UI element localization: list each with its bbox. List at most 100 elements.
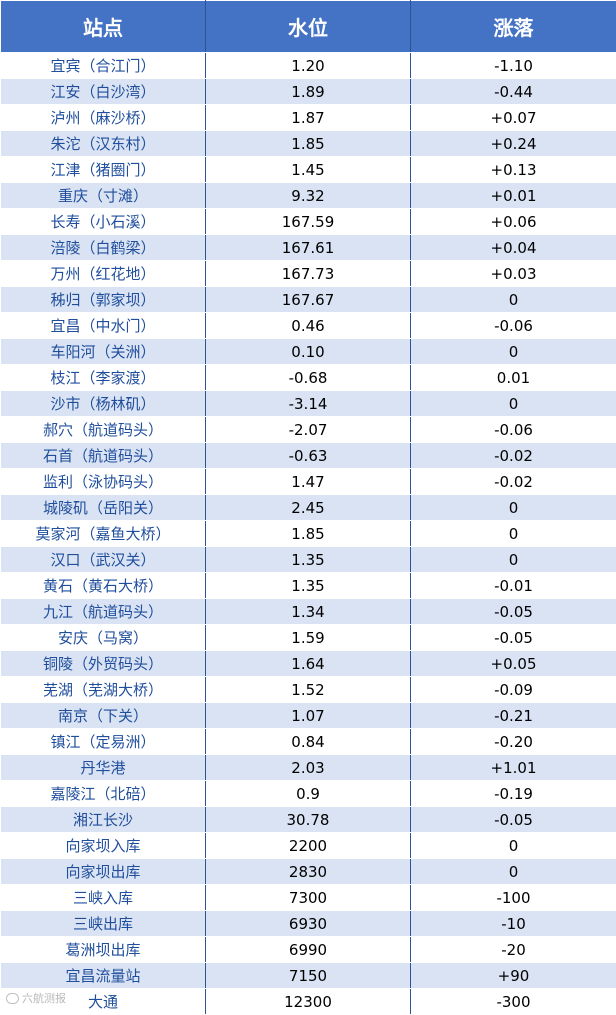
cell-water-level: 7300 (206, 885, 411, 911)
cell-change: -0.09 (411, 677, 616, 703)
cell-change: 0 (411, 391, 616, 417)
cell-station: 枝江（李家渡） (1, 365, 206, 391)
table-row: 重庆（寸滩）9.32+0.01 (1, 183, 616, 209)
table-row: 江津（猪圈门）1.45+0.13 (1, 157, 616, 183)
table-row: 江安（白沙湾）1.89-0.44 (1, 79, 616, 105)
cell-change: +90 (411, 963, 616, 989)
cell-water-level: 1.47 (206, 469, 411, 495)
table-row: 石首（航道码头）-0.63-0.02 (1, 443, 616, 469)
cell-water-level: 1.07 (206, 703, 411, 729)
cell-water-level: 6990 (206, 937, 411, 963)
cell-station: 三峡出库 (1, 911, 206, 937)
cell-change: +0.06 (411, 209, 616, 235)
cell-water-level: 1.52 (206, 677, 411, 703)
cell-station: 石首（航道码头） (1, 443, 206, 469)
cell-change: -0.02 (411, 443, 616, 469)
cell-station: 重庆（寸滩） (1, 183, 206, 209)
cell-change: -20 (411, 937, 616, 963)
cell-station: 宜昌（中水门） (1, 313, 206, 339)
cell-station: 宜宾（合江门） (1, 53, 206, 79)
cell-change: +0.03 (411, 261, 616, 287)
cell-water-level: 2830 (206, 859, 411, 885)
header-station: 站点 (1, 1, 206, 53)
cell-station: 江津（猪圈门） (1, 157, 206, 183)
cell-water-level: 1.34 (206, 599, 411, 625)
table-row: 南京（下关）1.07-0.21 (1, 703, 616, 729)
cell-water-level: 0.46 (206, 313, 411, 339)
cell-water-level: 1.87 (206, 105, 411, 131)
cell-water-level: -2.07 (206, 417, 411, 443)
cell-change: +0.24 (411, 131, 616, 157)
cell-station: 监利（泳协码头） (1, 469, 206, 495)
table-row: 宜宾（合江门）1.20-1.10 (1, 53, 616, 79)
cell-station: 黄石（黄石大桥） (1, 573, 206, 599)
cell-change: -0.06 (411, 313, 616, 339)
cell-station: 万州（红花地） (1, 261, 206, 287)
cell-change: 0 (411, 547, 616, 573)
cell-station: 沙市（杨林矶） (1, 391, 206, 417)
cell-water-level: 1.45 (206, 157, 411, 183)
cell-water-level: 7150 (206, 963, 411, 989)
cell-water-level: 0.10 (206, 339, 411, 365)
cell-station: 城陵矶（岳阳关） (1, 495, 206, 521)
table-row: 铜陵（外贸码头）1.64+0.05 (1, 651, 616, 677)
cell-change: -0.05 (411, 807, 616, 833)
cell-station: 铜陵（外贸码头） (1, 651, 206, 677)
cell-water-level: 167.67 (206, 287, 411, 313)
cell-station: 长寿（小石溪） (1, 209, 206, 235)
cell-station: 九江（航道码头） (1, 599, 206, 625)
table-row: 长寿（小石溪）167.59+0.06 (1, 209, 616, 235)
cell-water-level: 30.78 (206, 807, 411, 833)
cell-water-level: 6930 (206, 911, 411, 937)
cell-change: 0 (411, 521, 616, 547)
table-row: 万州（红花地）167.73+0.03 (1, 261, 616, 287)
cell-change: -1.10 (411, 53, 616, 79)
cell-change: -0.21 (411, 703, 616, 729)
cell-station: 宜昌流量站 (1, 963, 206, 989)
table-header-row: 站点 水位 涨落 (1, 1, 616, 53)
cell-change: +0.01 (411, 183, 616, 209)
cell-change: 0.01 (411, 365, 616, 391)
cell-station: 芜湖（芜湖大桥） (1, 677, 206, 703)
cell-water-level: 1.85 (206, 131, 411, 157)
table-row: 郝穴（航道码头）-2.07-0.06 (1, 417, 616, 443)
table-row: 镇江（定易洲）0.84-0.20 (1, 729, 616, 755)
table-row: 泸州（麻沙桥）1.87+0.07 (1, 105, 616, 131)
cell-station: 向家坝入库 (1, 833, 206, 859)
cell-water-level: 0.9 (206, 781, 411, 807)
cell-station: 秭归（郭家坝） (1, 287, 206, 313)
cell-change: -0.44 (411, 79, 616, 105)
table-row: 芜湖（芜湖大桥）1.52-0.09 (1, 677, 616, 703)
cell-station: 向家坝出库 (1, 859, 206, 885)
header-change: 涨落 (411, 1, 616, 53)
header-water-level: 水位 (206, 1, 411, 53)
cell-water-level: 2.03 (206, 755, 411, 781)
cell-change: 0 (411, 287, 616, 313)
table-row: 宜昌（中水门）0.46-0.06 (1, 313, 616, 339)
cell-change: -0.20 (411, 729, 616, 755)
table-row: 涪陵（白鹤梁）167.61+0.04 (1, 235, 616, 261)
cell-station: 丹华港 (1, 755, 206, 781)
cell-change: +0.05 (411, 651, 616, 677)
cell-change: -100 (411, 885, 616, 911)
table-row: 嘉陵江（北碚）0.9-0.19 (1, 781, 616, 807)
cell-water-level: 9.32 (206, 183, 411, 209)
cell-change: -0.05 (411, 625, 616, 651)
table-row: 朱沱（汉东村）1.85+0.24 (1, 131, 616, 157)
cell-water-level: 167.59 (206, 209, 411, 235)
cell-station: 汉口（武汉关） (1, 547, 206, 573)
cell-change: -0.19 (411, 781, 616, 807)
cell-water-level: 1.64 (206, 651, 411, 677)
cell-station: 莫家河（嘉鱼大桥） (1, 521, 206, 547)
